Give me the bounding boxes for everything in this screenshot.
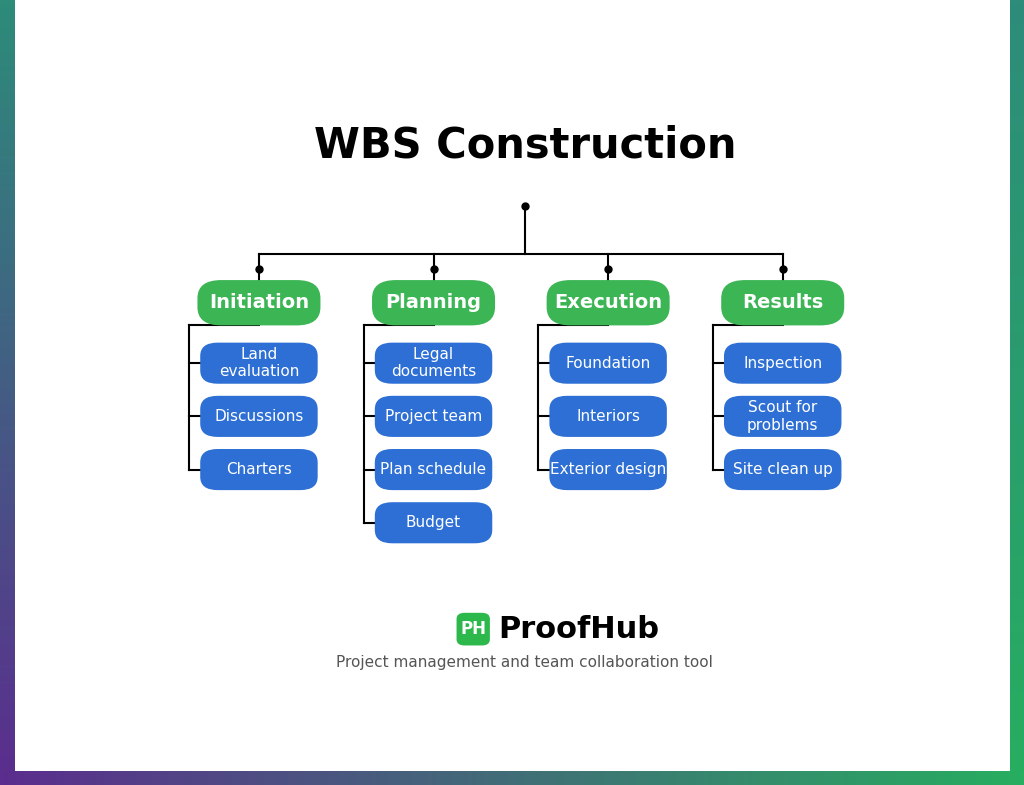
FancyBboxPatch shape xyxy=(724,449,842,490)
FancyBboxPatch shape xyxy=(375,396,493,437)
FancyBboxPatch shape xyxy=(375,342,493,384)
Text: Project team: Project team xyxy=(385,409,482,424)
Text: Execution: Execution xyxy=(554,294,663,312)
Text: Charters: Charters xyxy=(226,462,292,477)
Text: Scout for
problems: Scout for problems xyxy=(746,400,818,433)
FancyBboxPatch shape xyxy=(547,280,670,326)
Text: Inspection: Inspection xyxy=(743,356,822,371)
Text: PH: PH xyxy=(460,620,486,638)
Text: Initiation: Initiation xyxy=(209,294,309,312)
FancyBboxPatch shape xyxy=(201,396,317,437)
FancyBboxPatch shape xyxy=(724,342,842,384)
FancyBboxPatch shape xyxy=(724,396,842,437)
FancyBboxPatch shape xyxy=(721,280,844,326)
Text: Project management and team collaboration tool: Project management and team collaboratio… xyxy=(336,655,714,670)
Text: Budget: Budget xyxy=(406,515,461,530)
FancyBboxPatch shape xyxy=(201,342,317,384)
Text: ProofHub: ProofHub xyxy=(499,615,659,644)
Text: WBS Construction: WBS Construction xyxy=(313,125,736,166)
FancyBboxPatch shape xyxy=(457,613,489,645)
Text: Planning: Planning xyxy=(385,294,481,312)
FancyBboxPatch shape xyxy=(375,449,493,490)
Text: Exterior design: Exterior design xyxy=(550,462,667,477)
FancyBboxPatch shape xyxy=(201,449,317,490)
Text: Foundation: Foundation xyxy=(565,356,651,371)
Text: Interiors: Interiors xyxy=(577,409,640,424)
FancyBboxPatch shape xyxy=(550,342,667,384)
Text: Results: Results xyxy=(742,294,823,312)
Text: Site clean up: Site clean up xyxy=(733,462,833,477)
FancyBboxPatch shape xyxy=(550,449,667,490)
Text: Plan schedule: Plan schedule xyxy=(381,462,486,477)
FancyBboxPatch shape xyxy=(550,396,667,437)
FancyBboxPatch shape xyxy=(375,502,493,543)
Text: Discussions: Discussions xyxy=(214,409,304,424)
Text: Legal
documents: Legal documents xyxy=(391,347,476,379)
Text: Land
evaluation: Land evaluation xyxy=(219,347,299,379)
FancyBboxPatch shape xyxy=(372,280,495,326)
FancyBboxPatch shape xyxy=(198,280,321,326)
